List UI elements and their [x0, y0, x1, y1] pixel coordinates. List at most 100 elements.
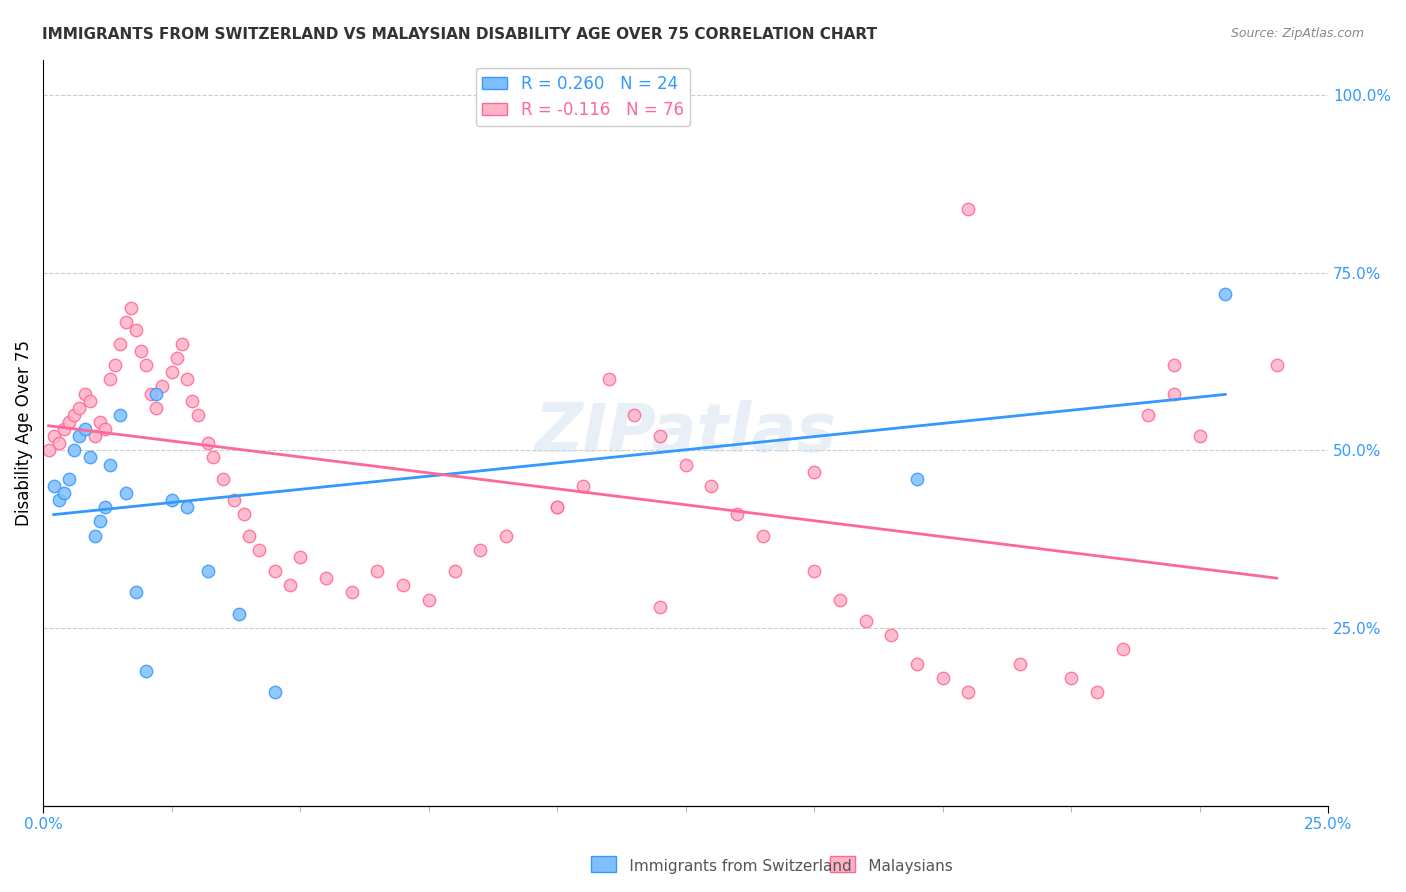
Point: [598, 372, 620, 386]
Point: [94, 500, 117, 515]
Point: [135, 358, 157, 372]
Point: [58, 415, 80, 429]
Point: [141, 386, 163, 401]
Point: [546, 500, 568, 515]
Point: [1137, 408, 1160, 422]
Point: [470, 542, 492, 557]
Point: [1111, 642, 1133, 657]
Point: [278, 578, 301, 592]
Point: [247, 542, 270, 557]
Point: [98, 458, 121, 472]
Point: [98, 372, 121, 386]
Point: [648, 599, 671, 614]
Point: [572, 479, 595, 493]
Point: [212, 472, 235, 486]
Point: [83, 528, 105, 542]
Point: [145, 401, 167, 415]
Point: [42, 479, 65, 493]
Point: [366, 564, 388, 578]
Point: [880, 628, 903, 642]
Point: [222, 493, 245, 508]
Point: [855, 614, 877, 628]
Point: [135, 664, 157, 678]
Point: [263, 564, 285, 578]
Point: [1060, 671, 1083, 685]
Point: [83, 429, 105, 443]
Point: [89, 515, 111, 529]
Point: [52, 486, 75, 500]
Point: [42, 429, 65, 443]
Point: [803, 465, 825, 479]
Text: Source: ZipAtlas.com: Source: ZipAtlas.com: [1230, 27, 1364, 40]
Point: [1188, 429, 1211, 443]
Point: [160, 493, 183, 508]
Point: [238, 528, 260, 542]
Point: [1085, 685, 1108, 699]
Point: [201, 450, 224, 465]
Point: [145, 386, 167, 401]
Point: [129, 343, 152, 358]
Point: [752, 528, 775, 542]
Point: [725, 508, 748, 522]
Point: [315, 571, 337, 585]
Point: [546, 500, 568, 515]
Point: [150, 379, 173, 393]
Point: [803, 564, 825, 578]
Point: [443, 564, 465, 578]
Point: [1215, 287, 1237, 301]
Point: [38, 443, 60, 458]
Point: [52, 422, 75, 436]
Point: [957, 202, 980, 216]
Point: [166, 351, 188, 365]
Point: [79, 393, 101, 408]
Point: [228, 607, 250, 621]
Point: [957, 685, 980, 699]
Point: [73, 386, 96, 401]
Point: [73, 422, 96, 436]
Point: [181, 393, 204, 408]
Point: [232, 508, 254, 522]
Point: [905, 657, 928, 671]
Point: [48, 493, 70, 508]
Point: [1163, 358, 1185, 372]
Point: [905, 472, 928, 486]
Point: [63, 443, 86, 458]
Point: [125, 322, 148, 336]
Y-axis label: Disability Age Over 75: Disability Age Over 75: [15, 340, 32, 525]
Point: [160, 365, 183, 379]
Point: [48, 436, 70, 450]
Point: [648, 429, 671, 443]
Point: [125, 585, 148, 599]
Point: [176, 372, 198, 386]
Text: ZIPatlas: ZIPatlas: [534, 400, 837, 466]
Point: [67, 429, 90, 443]
Point: [700, 479, 723, 493]
Point: [176, 500, 198, 515]
Point: [931, 671, 953, 685]
Point: [1008, 657, 1031, 671]
Point: [110, 408, 132, 422]
Point: [675, 458, 697, 472]
Text: Immigrants from Switzerland: Immigrants from Switzerland: [605, 859, 851, 874]
Point: [114, 316, 136, 330]
Point: [828, 592, 851, 607]
Text: Malaysians: Malaysians: [844, 859, 952, 874]
Point: [110, 336, 132, 351]
Point: [495, 528, 517, 542]
Point: [340, 585, 363, 599]
Text: IMMIGRANTS FROM SWITZERLAND VS MALAYSIAN DISABILITY AGE OVER 75 CORRELATION CHAR: IMMIGRANTS FROM SWITZERLAND VS MALAYSIAN…: [42, 27, 877, 42]
Point: [1265, 358, 1288, 372]
Legend: R = 0.260   N = 24, R = -0.116   N = 76: R = 0.260 N = 24, R = -0.116 N = 76: [475, 68, 690, 126]
Point: [392, 578, 415, 592]
Point: [187, 408, 209, 422]
Point: [197, 564, 219, 578]
Point: [114, 486, 136, 500]
Point: [79, 450, 101, 465]
Point: [1163, 386, 1185, 401]
Point: [104, 358, 127, 372]
Point: [94, 422, 117, 436]
Point: [120, 301, 142, 316]
Point: [89, 415, 111, 429]
Point: [263, 685, 285, 699]
Point: [67, 401, 90, 415]
